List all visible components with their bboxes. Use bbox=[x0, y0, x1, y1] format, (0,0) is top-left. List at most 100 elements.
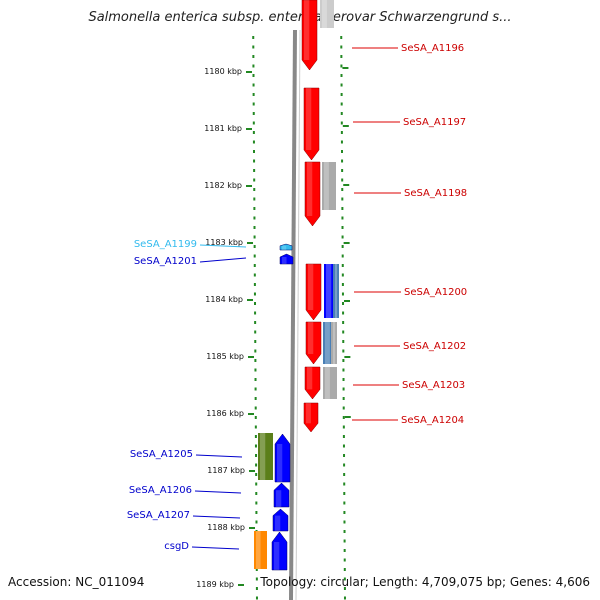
gene-arrow-sesa-a1207 bbox=[272, 508, 289, 532]
ruler-dot bbox=[342, 397, 345, 400]
ruler-dot bbox=[254, 321, 257, 324]
leader-line bbox=[192, 515, 241, 519]
gene-grey-a1203 bbox=[323, 367, 337, 399]
gene-label-right: SeSA_A1202 bbox=[403, 341, 466, 352]
gene-label-left: SeSA_A1201 bbox=[134, 256, 197, 267]
ruler-dot bbox=[254, 330, 257, 334]
ruler-left-dots bbox=[238, 36, 258, 600]
ruler-dot bbox=[253, 188, 256, 191]
ruler-dot bbox=[340, 112, 343, 115]
ruler-dot bbox=[252, 64, 255, 68]
ruler-dot bbox=[253, 197, 256, 201]
leader-line bbox=[191, 546, 240, 550]
ruler-dot bbox=[254, 378, 257, 381]
gene-arrow-sesa-a1205 bbox=[274, 433, 291, 483]
gene-arrow-sesa-a1196 bbox=[301, 0, 318, 71]
ruler-dot bbox=[341, 207, 344, 210]
ruler-dot bbox=[343, 596, 346, 600]
ruler-dot bbox=[341, 235, 344, 239]
ruler-dot bbox=[342, 425, 345, 429]
ruler-dot bbox=[253, 292, 256, 296]
ruler-dot bbox=[254, 406, 257, 410]
ruler-label: 1180 kbp bbox=[204, 67, 242, 76]
gene-steel-a1200-shine bbox=[335, 264, 338, 318]
ruler-dot bbox=[255, 501, 258, 505]
gene-label-left: SeSA_A1207 bbox=[127, 510, 190, 521]
ruler-dot bbox=[255, 482, 258, 486]
gene-label-right: SeSA_A1196 bbox=[401, 43, 464, 54]
gene-grey-top-shine bbox=[322, 0, 327, 28]
ruler-dot bbox=[255, 454, 258, 457]
ruler-dot bbox=[342, 444, 345, 448]
ruler-label: 1184 kbp bbox=[205, 295, 243, 304]
gene-blue-a1200-shine bbox=[326, 264, 332, 318]
ruler-dot bbox=[254, 302, 257, 305]
ruler-dot bbox=[341, 245, 344, 248]
gene-grey-a1202-shine bbox=[333, 322, 336, 364]
ruler-dot bbox=[340, 121, 343, 125]
gene-label-left: SeSA_A1199 bbox=[134, 239, 197, 250]
ruler-right-dots bbox=[340, 36, 351, 600]
gene-arrow-sesa-a1202 bbox=[305, 321, 322, 365]
ruler-major-tick bbox=[344, 300, 350, 302]
ruler-dot bbox=[254, 359, 257, 362]
ruler-major-tick bbox=[249, 527, 255, 529]
ruler-dot bbox=[342, 416, 345, 419]
ruler-dot bbox=[254, 340, 257, 343]
ruler-label: 1189 kbp bbox=[196, 580, 234, 589]
ruler-dot bbox=[254, 435, 257, 438]
ruler-dot bbox=[343, 463, 346, 467]
gene-arrow-csgd bbox=[271, 531, 288, 571]
gene-labels: 1180 kbp 1181 kbp 1182 kbp 1183 kbp 1184 kbp… bbox=[127, 43, 467, 589]
ruler-dot bbox=[255, 473, 258, 476]
gene-grey-top bbox=[320, 0, 334, 28]
ruler-dot bbox=[340, 140, 343, 144]
ruler-major-tick bbox=[248, 356, 254, 358]
ruler-dot bbox=[342, 368, 345, 372]
gene-label-right: SeSA_A1203 bbox=[402, 380, 465, 391]
ruler-dot bbox=[342, 311, 345, 315]
gene-olive-a1205 bbox=[258, 433, 273, 480]
ruler-dot bbox=[343, 568, 346, 571]
ruler-dot bbox=[255, 520, 258, 524]
ruler-dot bbox=[340, 83, 343, 87]
ruler-dot bbox=[342, 378, 345, 381]
ruler-dot bbox=[341, 226, 344, 229]
ruler-dot bbox=[255, 577, 258, 581]
gene-features bbox=[254, 0, 339, 571]
ruler-dot bbox=[343, 492, 346, 495]
ruler-dot bbox=[342, 387, 345, 391]
ruler-dot bbox=[341, 169, 344, 172]
ruler-dot bbox=[340, 64, 343, 68]
ruler-dot bbox=[252, 131, 255, 134]
ruler-dot bbox=[252, 102, 255, 106]
ruler-dot bbox=[343, 482, 346, 486]
gene-orange-csgd bbox=[254, 531, 267, 569]
ruler-dot bbox=[341, 283, 344, 286]
gene-arrow-sesa-a1202-shine bbox=[308, 322, 314, 354]
gene-steel-a1200 bbox=[333, 264, 339, 318]
ruler-dot bbox=[340, 93, 343, 96]
ruler-major-tick bbox=[248, 413, 254, 415]
ruler-dot bbox=[253, 159, 256, 163]
ruler-dot bbox=[343, 558, 346, 562]
ruler-label: 1182 kbp bbox=[204, 181, 242, 190]
ruler-label: 1188 kbp bbox=[207, 523, 245, 532]
ruler-dot bbox=[342, 321, 345, 324]
ruler-dot bbox=[252, 83, 255, 87]
backbone-line bbox=[289, 29, 297, 600]
backbone-shadow bbox=[295, 29, 301, 600]
ruler-dot bbox=[340, 74, 343, 77]
ruler-dot bbox=[341, 159, 344, 163]
gene-arrow-sesa-a1196-shine bbox=[304, 0, 310, 60]
gene-arrow-sesa-a1199-shine bbox=[282, 245, 287, 250]
ruler-label: 1183 kbp bbox=[205, 238, 243, 247]
ruler-dot bbox=[254, 368, 257, 372]
gene-arrow-sesa-a1198-shine bbox=[307, 162, 313, 216]
ruler-dot bbox=[342, 349, 345, 353]
ruler-label: 1185 kbp bbox=[206, 352, 244, 361]
gene-label-left: SeSA_A1205 bbox=[130, 449, 193, 460]
ruler-dot bbox=[253, 226, 256, 229]
gene-arrow-sesa-a1204-shine bbox=[306, 403, 311, 424]
gene-arrow-sesa-a1204 bbox=[303, 402, 319, 433]
